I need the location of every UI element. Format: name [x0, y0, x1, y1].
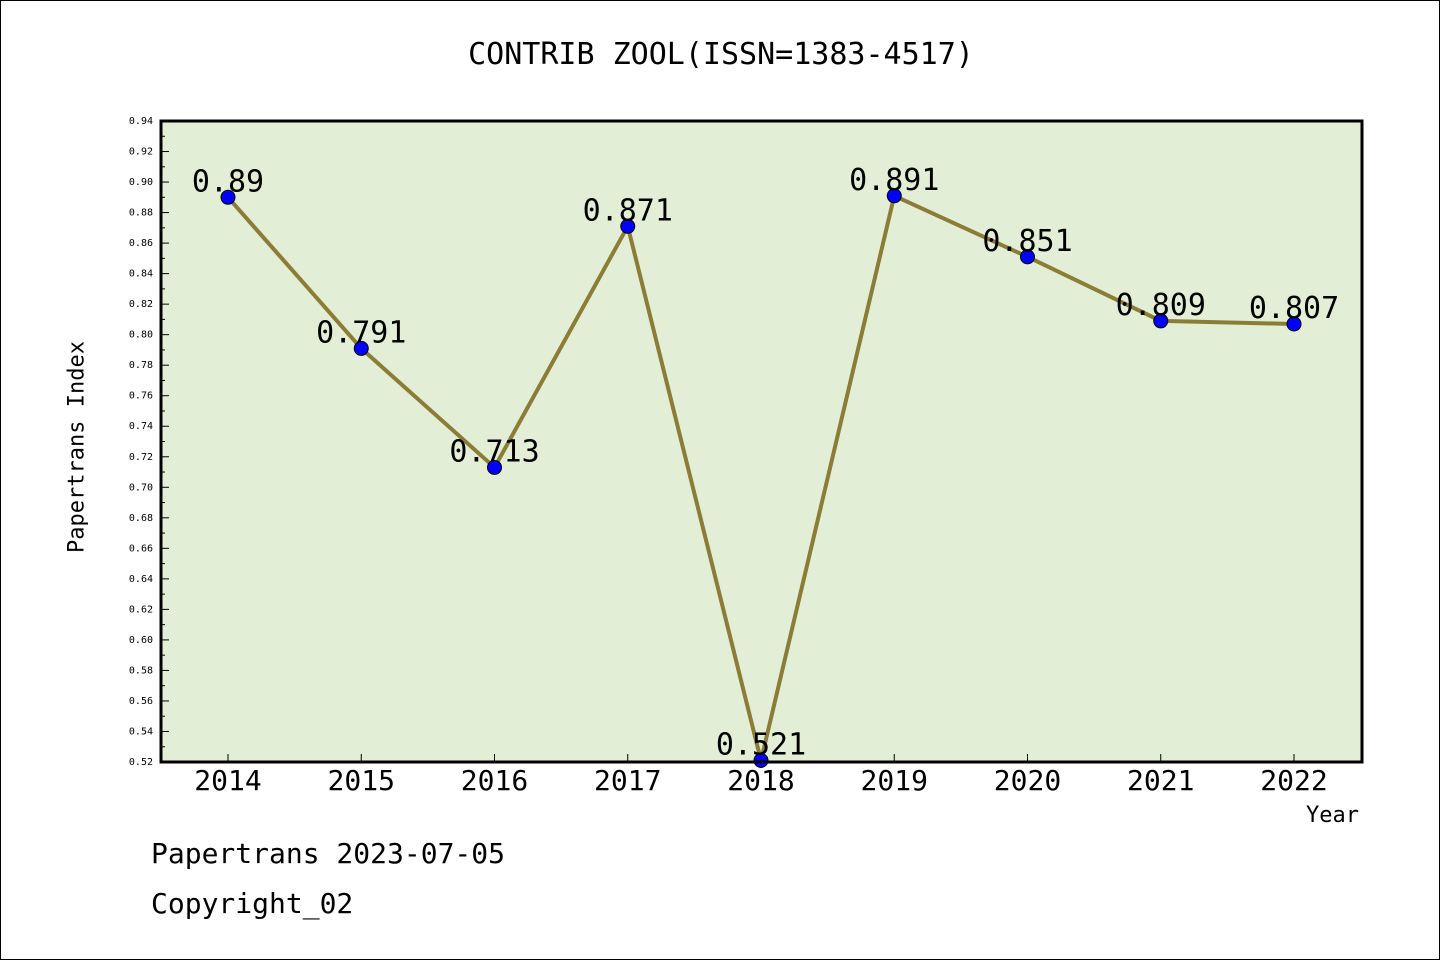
y-tick-label: 0.76	[129, 391, 153, 402]
y-tick-label: 0.68	[129, 513, 153, 524]
data-label: 0.89	[192, 164, 264, 199]
data-label: 0.809	[1116, 288, 1206, 323]
y-tick-label: 0.78	[129, 360, 153, 371]
data-point	[220, 189, 236, 205]
data-label: 0.521	[716, 727, 806, 762]
y-tick-label: 0.72	[129, 452, 153, 463]
data-label: 0.871	[583, 193, 673, 228]
y-tick-label: 0.70	[129, 482, 153, 493]
data-point	[487, 459, 502, 475]
y-tick-label: 0.64	[129, 574, 153, 585]
data-label: 0.891	[849, 163, 939, 198]
y-tick-label: 0.92	[129, 147, 153, 158]
y-tick-label: 0.94	[129, 116, 153, 127]
data-point	[353, 340, 369, 356]
x-tick-label: 2017	[594, 764, 661, 797]
plot-area	[161, 121, 1362, 762]
chart-title: CONTRIB ZOOL(ISSN=1383-4517)	[468, 37, 974, 72]
data-point	[886, 188, 902, 204]
y-tick-label: 0.90	[129, 177, 153, 188]
footer-copyright: Copyright_02	[151, 887, 354, 920]
data-point	[1020, 249, 1035, 265]
y-tick-label: 0.88	[129, 208, 153, 219]
data-label: 0.807	[1249, 291, 1339, 326]
x-tick-label: 2016	[461, 764, 528, 797]
plot-frame	[159, 119, 1364, 764]
data-label: 0.791	[316, 315, 406, 350]
data-label: 0.851	[982, 224, 1072, 259]
y-tick-label: 0.66	[129, 543, 153, 554]
y-tick-label: 0.80	[129, 330, 153, 341]
x-axis-label: Year	[1306, 803, 1359, 828]
data-point	[1153, 313, 1169, 329]
y-tick-label: 0.82	[129, 299, 153, 310]
data-point	[620, 218, 636, 234]
data-point	[753, 752, 769, 768]
x-tick-label: 2020	[994, 764, 1061, 797]
data-point	[1286, 316, 1302, 332]
x-tick-label: 2018	[727, 764, 794, 797]
y-tick-label: 0.74	[129, 421, 153, 432]
y-tick-label: 0.56	[129, 696, 153, 707]
y-tick-label: 0.54	[129, 726, 153, 737]
y-tick-label: 0.62	[129, 604, 153, 615]
x-tick-label: 2021	[1127, 764, 1194, 797]
y-tick-label: 0.84	[129, 269, 153, 280]
x-tick-label: 2015	[328, 764, 395, 797]
footer-date: Papertrans 2023-07-05	[151, 837, 506, 870]
y-tick-label: 0.60	[129, 635, 153, 646]
data-label: 0.713	[449, 434, 539, 469]
x-tick-label: 2019	[861, 764, 928, 797]
x-tick-label: 2014	[194, 764, 261, 797]
x-tick-label: 2022	[1260, 764, 1327, 797]
y-tick-label: 0.52	[129, 757, 153, 768]
y-tick-label: 0.86	[129, 238, 153, 249]
y-tick-label: 0.58	[129, 665, 153, 676]
